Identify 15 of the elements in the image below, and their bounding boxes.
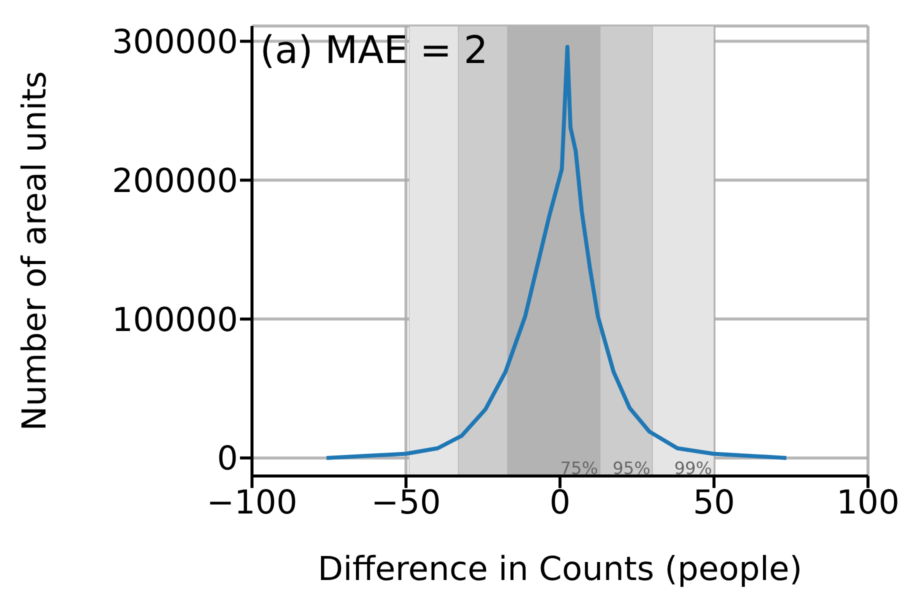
y-tick-label: 200000: [112, 160, 238, 200]
x-tick-label: −100: [206, 482, 298, 522]
y-tick-label: 300000: [112, 22, 238, 61]
y-tick-label: 100000: [112, 300, 238, 339]
annotation: (a) MAE = 2: [260, 28, 488, 72]
y-axis-title: Number of areal units: [14, 71, 54, 431]
x-tick-label: −50: [371, 482, 441, 522]
y-tick-label: 0: [217, 438, 238, 478]
band-label: 75%: [560, 459, 598, 479]
band-label: 99%: [674, 459, 712, 479]
x-tick-label: 100: [836, 482, 900, 522]
x-tick-label: 0: [550, 482, 570, 522]
x-tick-label: 50: [693, 482, 735, 522]
band-label: 95%: [612, 459, 650, 479]
x-axis-title: Difference in Counts (people): [318, 549, 802, 588]
